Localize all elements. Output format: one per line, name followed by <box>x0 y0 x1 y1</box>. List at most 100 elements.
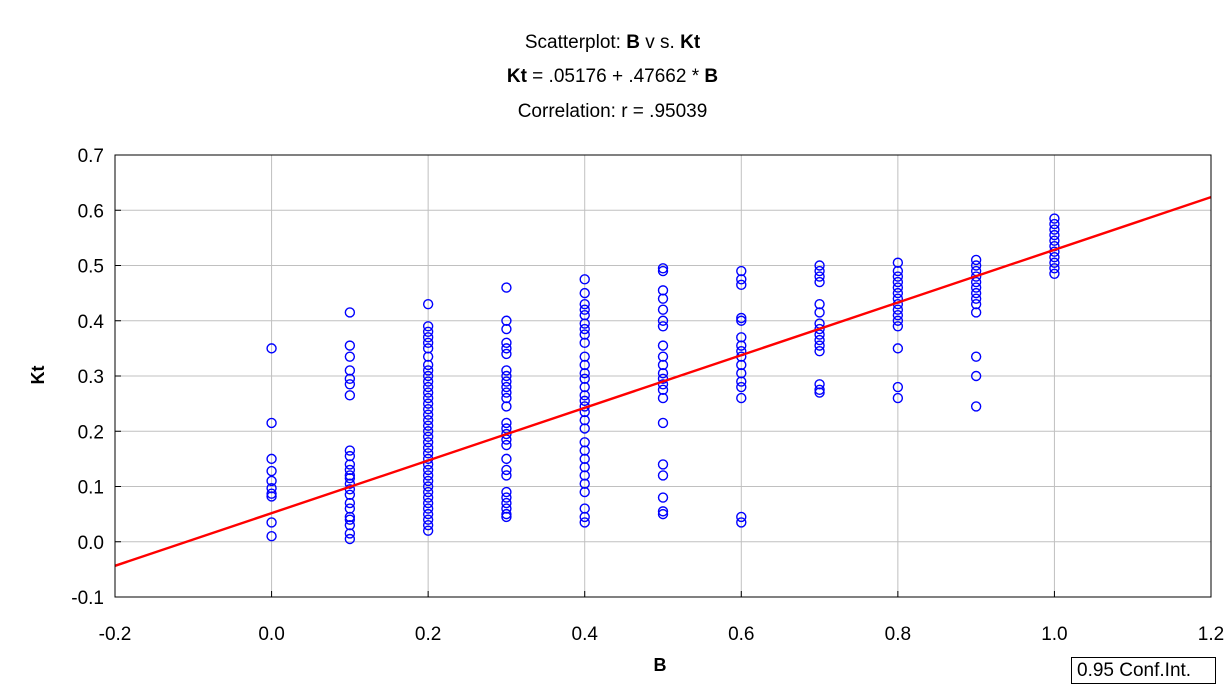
data-point <box>501 428 512 440</box>
data-point <box>422 381 434 393</box>
data-point <box>344 514 356 525</box>
data-point <box>422 365 434 376</box>
data-point <box>657 304 669 315</box>
data-point <box>736 376 747 387</box>
data-point <box>970 401 982 412</box>
data-point <box>422 359 434 371</box>
data-point <box>736 315 747 326</box>
data-point <box>892 310 904 321</box>
data-point <box>344 379 356 390</box>
data-point <box>657 384 669 396</box>
data-point <box>266 488 277 499</box>
grid <box>114 154 1212 598</box>
data-point <box>422 298 434 310</box>
data-point <box>579 503 590 514</box>
data-point <box>814 340 825 351</box>
data-point <box>657 285 669 296</box>
data-point <box>422 525 434 536</box>
data-point <box>579 304 590 315</box>
data-point <box>814 298 825 310</box>
data-point <box>579 461 590 473</box>
data-point <box>1049 235 1060 246</box>
data-point <box>344 351 356 362</box>
data-point <box>422 514 434 525</box>
data-point <box>657 417 669 429</box>
data-point <box>579 478 590 489</box>
data-point <box>422 481 434 492</box>
x-axis-title: B <box>654 655 667 675</box>
conf-int-legend-box: 0.95 Conf.Int. <box>1071 657 1216 684</box>
data-point <box>344 390 356 401</box>
data-point <box>501 343 512 354</box>
data-point <box>344 445 356 456</box>
fit-line-layer <box>114 196 1212 567</box>
data-point <box>501 401 512 412</box>
data-point <box>1049 257 1060 268</box>
data-point <box>970 254 982 266</box>
data-point <box>1049 213 1060 224</box>
data-point <box>501 315 512 326</box>
data-point <box>736 332 747 343</box>
y-tick-label: 0.2 <box>78 422 104 443</box>
data-point <box>892 265 904 277</box>
equation-var-y: Kt <box>506 66 527 87</box>
data-point <box>579 395 590 407</box>
data-point <box>344 459 356 470</box>
data-point <box>501 497 512 509</box>
data-point <box>344 528 356 539</box>
data-point <box>501 387 512 398</box>
data-point <box>344 307 356 318</box>
data-point <box>422 448 434 459</box>
data-point <box>422 437 434 448</box>
data-point <box>657 293 669 304</box>
data-point <box>892 321 904 332</box>
data-point <box>344 470 356 481</box>
data-point <box>657 459 669 470</box>
data-point <box>579 337 590 349</box>
data-point <box>344 519 356 531</box>
title-var-x: B <box>626 32 640 53</box>
data-point <box>501 392 512 404</box>
data-point <box>422 492 434 503</box>
data-point <box>736 381 747 393</box>
data-point <box>814 387 825 398</box>
data-point <box>422 426 434 437</box>
x-tick-label: -0.2 <box>99 624 132 645</box>
data-point <box>892 381 904 393</box>
data-point <box>814 384 825 396</box>
data-point <box>814 345 825 357</box>
data-point <box>579 310 590 321</box>
data-point <box>736 392 747 404</box>
data-point <box>422 376 434 387</box>
data-point <box>892 392 904 404</box>
x-tick-label: 0.4 <box>572 624 599 645</box>
data-point <box>501 470 512 481</box>
data-point <box>579 423 590 434</box>
data-point <box>422 326 434 337</box>
data-point <box>814 379 825 390</box>
correlation-text: Correlation: r = .95039 <box>517 101 708 122</box>
plot-frame <box>114 154 1212 598</box>
data-point <box>422 370 434 382</box>
data-point <box>266 465 277 477</box>
data-point <box>579 318 590 329</box>
data-point <box>814 271 825 282</box>
y-tick-label: 0.3 <box>78 367 104 388</box>
data-point <box>422 475 434 487</box>
data-point <box>579 368 590 379</box>
data-point <box>892 287 904 299</box>
data-point <box>344 450 356 462</box>
regression-line <box>114 196 1212 567</box>
data-point <box>579 298 590 310</box>
data-point <box>657 351 669 362</box>
y-tick-label: 0.1 <box>78 478 104 499</box>
data-point <box>501 453 512 465</box>
data-point <box>970 298 982 310</box>
y-tick-label: 0.6 <box>78 201 104 222</box>
data-point <box>657 263 669 274</box>
data-point <box>736 274 747 285</box>
data-point <box>579 287 590 299</box>
data-point <box>736 265 747 277</box>
y-tick-label: 0.7 <box>78 146 104 167</box>
